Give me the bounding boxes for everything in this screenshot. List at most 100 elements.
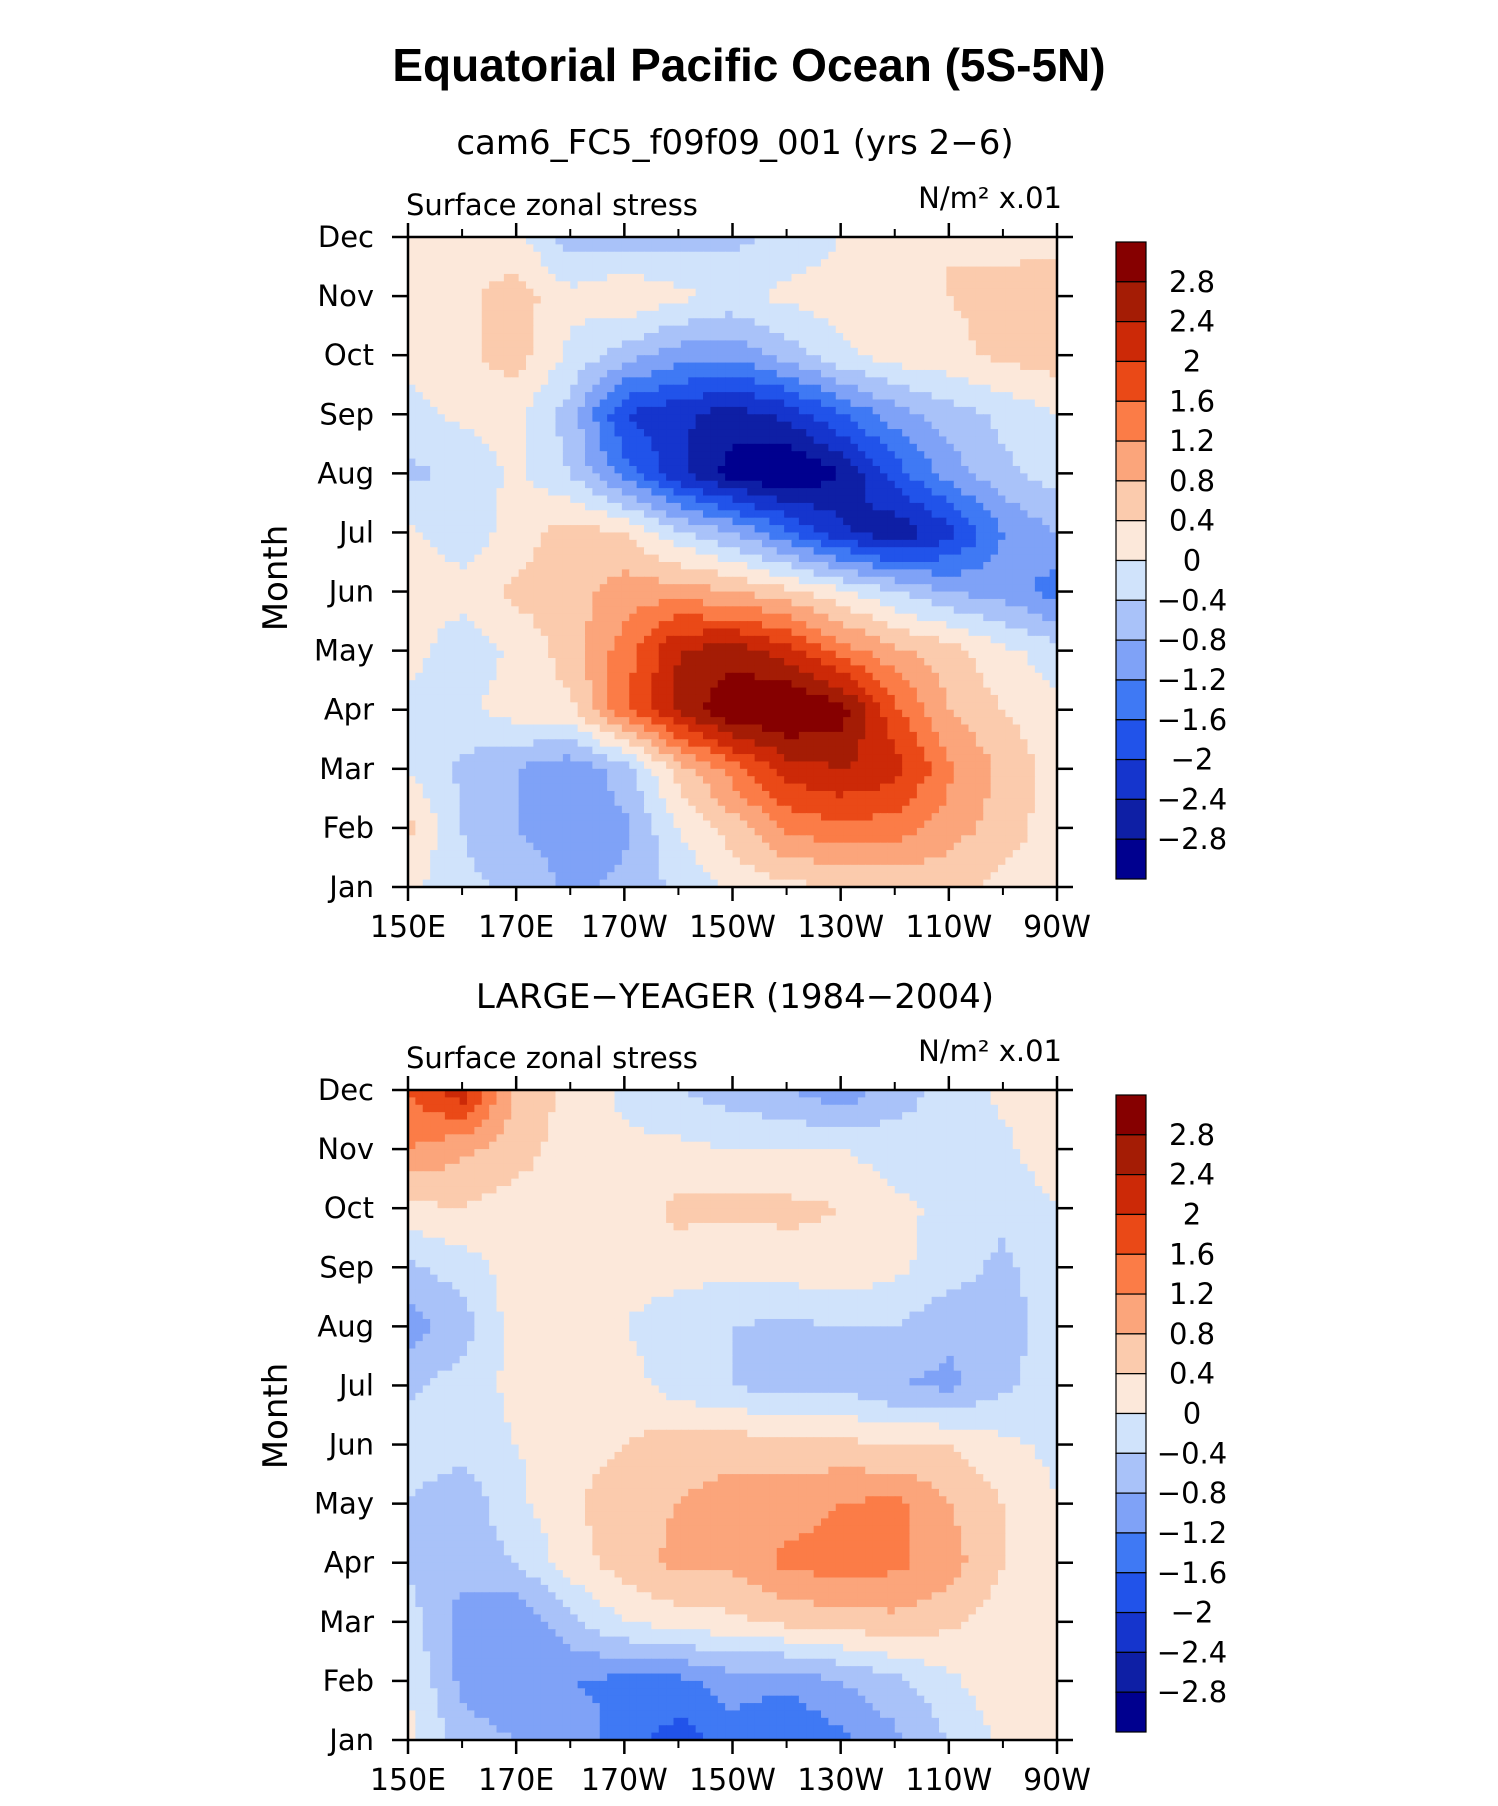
contour-cell: [880, 576, 888, 585]
contour-cell: [806, 562, 815, 570]
contour-cell: [998, 635, 1006, 644]
contour-cell: [636, 443, 645, 452]
contour-cell: [998, 377, 1006, 386]
contour-cell: [710, 473, 719, 482]
contour-cell: [658, 510, 667, 519]
contour-cell: [658, 591, 667, 600]
contour-cell: [939, 399, 947, 408]
contour-cell: [599, 569, 608, 578]
contour-cell: [717, 406, 726, 415]
contour-cell: [489, 303, 498, 312]
contour-cell: [880, 237, 888, 245]
contour-cell: [1012, 562, 1021, 570]
contour-cell: [452, 355, 461, 364]
contour-cell: [865, 532, 874, 541]
contour-cell: [835, 628, 844, 637]
contour-cell: [710, 421, 719, 430]
contour-cell: [887, 237, 896, 245]
contour-cell: [953, 303, 962, 312]
contour-cell: [747, 465, 756, 474]
contour-cell: [518, 406, 527, 415]
contour-cell: [968, 325, 977, 334]
contour-cell: [437, 399, 446, 408]
contour-cell: [408, 569, 416, 578]
contour-cell: [806, 429, 815, 438]
contour-cell: [998, 318, 1006, 327]
contour-cell: [762, 465, 770, 474]
contour-cell: [452, 613, 461, 622]
contour-cell: [1005, 635, 1014, 644]
contour-cell: [762, 399, 770, 408]
contour-cell: [651, 273, 660, 282]
contour-cell: [489, 451, 498, 460]
contour-cell: [621, 325, 630, 334]
contour-cell: [614, 266, 623, 275]
contour-cell: [850, 259, 859, 268]
contour-cell: [857, 429, 866, 438]
contour-cell: [533, 569, 542, 578]
contour-cell: [791, 650, 800, 659]
contour-cell: [806, 340, 815, 349]
contour-cell: [629, 591, 638, 600]
contour-cell: [843, 333, 852, 342]
contour-cell: [798, 237, 807, 245]
contour-cell: [798, 635, 807, 644]
contour-cell: [651, 606, 660, 615]
contour-cell: [415, 635, 424, 644]
contour-cell: [503, 554, 512, 563]
contour-cell: [769, 347, 778, 356]
contour-cell: [865, 436, 874, 445]
contour-cell: [990, 310, 999, 319]
contour-cell: [1049, 554, 1057, 563]
contour-cell: [961, 525, 970, 534]
contour-cell: [865, 251, 874, 260]
contour-cell: [666, 510, 675, 519]
contour-cell: [430, 392, 439, 401]
contour-cell: [975, 584, 984, 593]
contour-cell: [894, 355, 903, 364]
contour-cell: [459, 465, 468, 474]
contour-cell: [798, 606, 807, 615]
contour-cell: [496, 251, 505, 260]
contour-cell: [444, 266, 453, 275]
contour-cell: [1005, 421, 1014, 430]
contour-cell: [968, 532, 977, 541]
contour-cell: [769, 473, 778, 482]
contour-cell: [1020, 399, 1029, 408]
contour-cell: [916, 355, 925, 364]
contour-cell: [924, 591, 933, 600]
contour-cell: [467, 532, 475, 541]
contour-cell: [695, 244, 704, 253]
contour-cell: [695, 362, 704, 371]
contour-cell: [1034, 554, 1043, 563]
contour-cell: [813, 517, 822, 526]
contour-cell: [666, 554, 675, 563]
contour-cell: [902, 621, 911, 630]
contour-cell: [526, 259, 534, 268]
contour-cell: [791, 296, 800, 305]
contour-cell: [717, 451, 726, 460]
contour-cell: [983, 510, 992, 519]
contour-cell: [762, 318, 770, 327]
contour-cell: [1042, 318, 1051, 327]
contour-cell: [924, 547, 933, 556]
contour-cell: [865, 399, 874, 408]
contour-cell: [651, 325, 660, 334]
contour-cell: [408, 621, 416, 630]
contour-cell: [621, 266, 630, 275]
contour-cell: [916, 296, 925, 305]
contour-cell: [629, 384, 638, 393]
contour-cell: [1005, 303, 1014, 312]
contour-cell: [909, 347, 918, 356]
contour-cell: [467, 502, 475, 511]
contour-cell: [865, 473, 874, 482]
contour-cell: [710, 488, 719, 497]
contour-cell: [872, 421, 881, 430]
contour-cell: [732, 421, 741, 430]
contour-cell: [533, 296, 542, 305]
contour-cell: [916, 562, 925, 570]
contour-cell: [946, 318, 955, 327]
contour-cell: [688, 628, 697, 637]
contour-cell: [651, 436, 660, 445]
contour-cell: [710, 480, 719, 489]
